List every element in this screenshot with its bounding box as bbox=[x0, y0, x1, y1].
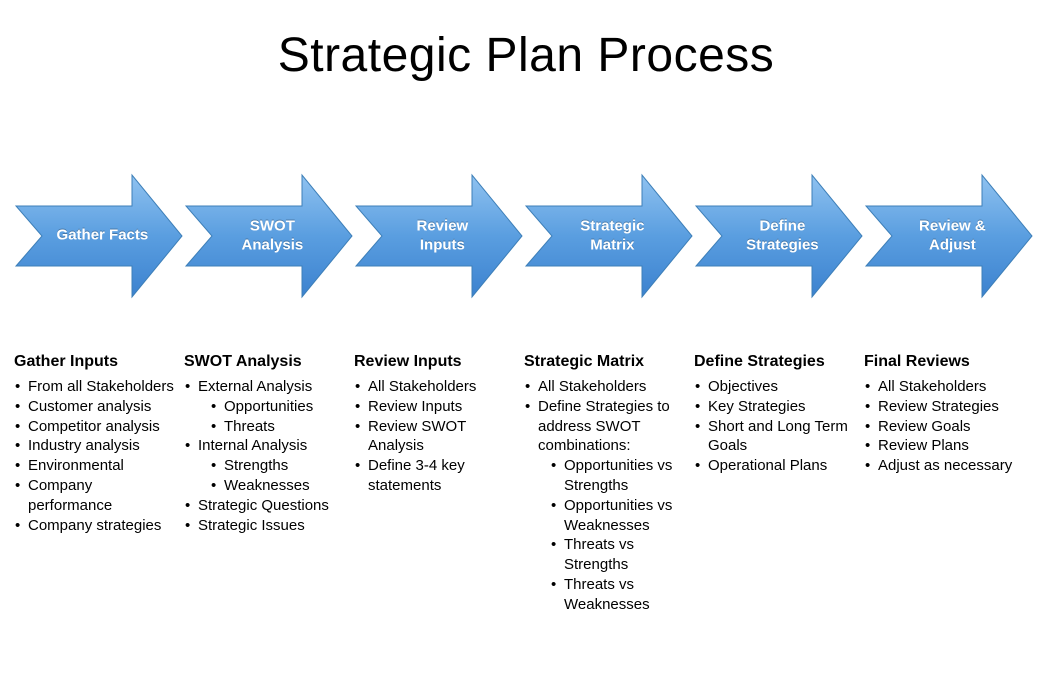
list-item: Strategic Questions bbox=[184, 496, 346, 516]
list-item: Internal Analysis StrengthsWeaknesses bbox=[184, 436, 346, 495]
arrow-label: Define Strategies bbox=[735, 217, 830, 255]
detail-column-4: Strategic Matrix All Stakeholders Define S… bbox=[524, 353, 694, 615]
list-item: Industry analysis bbox=[14, 436, 176, 456]
list-item-text: Internal Analysis bbox=[198, 437, 307, 454]
process-arrow-1: Gather Facts bbox=[14, 171, 184, 301]
list-item-text: Short and Long Term Goals bbox=[708, 418, 848, 455]
list-item-text: External Analysis bbox=[198, 378, 312, 395]
column-title: Gather Inputs bbox=[14, 353, 176, 371]
detail-column-1: Gather Inputs From all Stakeholders Custom… bbox=[14, 353, 184, 615]
bullet-list: All Stakeholders Review Inputs Review SWOT… bbox=[354, 377, 516, 496]
list-item: All Stakeholders bbox=[354, 377, 516, 397]
list-item-text: Review Strategies bbox=[878, 398, 999, 415]
list-item-text: Review Plans bbox=[878, 437, 969, 454]
list-item-text: Operational Plans bbox=[708, 457, 827, 474]
list-item-text: Review SWOT Analysis bbox=[368, 418, 466, 455]
bullet-list: Objectives Key Strategies Short and Long T… bbox=[694, 377, 856, 476]
detail-column-6: Final Reviews All Stakeholders Review Stra… bbox=[864, 353, 1034, 615]
list-item-text: Review Inputs bbox=[368, 398, 462, 415]
process-arrow-6: Review & Adjust bbox=[864, 171, 1034, 301]
list-item-text: Key Strategies bbox=[708, 398, 806, 415]
detail-column-3: Review Inputs All Stakeholders Review Inpu… bbox=[354, 353, 524, 615]
list-item-text: Environmental bbox=[28, 457, 124, 474]
list-item-text: Industry analysis bbox=[28, 437, 140, 454]
arrow-label: Gather Facts bbox=[55, 227, 150, 246]
list-item: Adjust as necessary bbox=[864, 456, 1026, 476]
list-item: Competitor analysis bbox=[14, 417, 176, 437]
list-item-text: Objectives bbox=[708, 378, 778, 395]
list-item-text: All Stakeholders bbox=[538, 378, 646, 395]
arrow-label: Strategic Matrix bbox=[565, 217, 660, 255]
list-item-text: Adjust as necessary bbox=[878, 457, 1012, 474]
list-item: Review Plans bbox=[864, 436, 1026, 456]
list-item: Define 3-4 key statements bbox=[354, 456, 516, 496]
sub-list: OpportunitiesThreats bbox=[198, 397, 346, 437]
sub-list: Opportunities vs StrengthsOpportunities … bbox=[538, 456, 686, 614]
list-item-text: All Stakeholders bbox=[368, 378, 476, 395]
bullet-list: From all Stakeholders Customer analysis Co… bbox=[14, 377, 176, 535]
list-item: Operational Plans bbox=[694, 456, 856, 476]
sub-list-item: Threats vs Weaknesses bbox=[538, 575, 686, 615]
process-arrow-5: Define Strategies bbox=[694, 171, 864, 301]
detail-column-5: Define Strategies Objectives Key Strategie… bbox=[694, 353, 864, 615]
column-title: Final Reviews bbox=[864, 353, 1026, 371]
list-item: All Stakeholders bbox=[524, 377, 686, 397]
list-item: Objectives bbox=[694, 377, 856, 397]
sub-list-item: Opportunities vs Strengths bbox=[538, 456, 686, 496]
page-title: Strategic Plan Process bbox=[0, 0, 1052, 83]
list-item-text: Company performance bbox=[28, 477, 112, 514]
arrow-label: Review & Adjust bbox=[905, 217, 1000, 255]
list-item: External Analysis OpportunitiesThreats bbox=[184, 377, 346, 436]
sub-list-item: Opportunities vs Weaknesses bbox=[538, 496, 686, 536]
process-arrow-3: Review Inputs bbox=[354, 171, 524, 301]
process-arrow-2: SWOT Analysis bbox=[184, 171, 354, 301]
list-item: Review Goals bbox=[864, 417, 1026, 437]
sub-list-item: Weaknesses bbox=[198, 476, 346, 496]
sub-list: StrengthsWeaknesses bbox=[198, 456, 346, 496]
sub-list-item: Opportunities bbox=[198, 397, 346, 417]
list-item: Review Strategies bbox=[864, 397, 1026, 417]
bullet-list: All Stakeholders Define Strategies to add… bbox=[524, 377, 686, 615]
list-item: From all Stakeholders bbox=[14, 377, 176, 397]
sub-list-item: Threats vs Strengths bbox=[538, 535, 686, 575]
list-item-text: Company strategies bbox=[28, 517, 161, 534]
arrows-row: Gather Facts SWOT Analysis Review Inputs St… bbox=[0, 171, 1052, 301]
list-item-text: Strategic Issues bbox=[198, 517, 305, 534]
list-item: All Stakeholders bbox=[864, 377, 1026, 397]
sub-list-item: Strengths bbox=[198, 456, 346, 476]
list-item-text: Review Goals bbox=[878, 418, 971, 435]
process-arrow-4: Strategic Matrix bbox=[524, 171, 694, 301]
list-item-text: Competitor analysis bbox=[28, 418, 160, 435]
bullet-list: All Stakeholders Review Strategies Review … bbox=[864, 377, 1026, 476]
list-item: Short and Long Term Goals bbox=[694, 417, 856, 457]
bullet-list: External Analysis OpportunitiesThreatsInt… bbox=[184, 377, 346, 535]
list-item-text: All Stakeholders bbox=[878, 378, 986, 395]
list-item-text: From all Stakeholders bbox=[28, 378, 174, 395]
list-item: Define Strategies to address SWOT combin… bbox=[524, 397, 686, 615]
arrow-label: SWOT Analysis bbox=[225, 217, 320, 255]
detail-column-2: SWOT Analysis External Analysis Opportunit… bbox=[184, 353, 354, 615]
list-item: Environmental bbox=[14, 456, 176, 476]
list-item-text: Define 3-4 key statements bbox=[368, 457, 465, 494]
list-item-text: Strategic Questions bbox=[198, 497, 329, 514]
sub-list-item: Threats bbox=[198, 417, 346, 437]
columns-row: Gather Inputs From all Stakeholders Custom… bbox=[0, 353, 1052, 615]
list-item: Company performance bbox=[14, 476, 176, 516]
arrow-label: Review Inputs bbox=[395, 217, 490, 255]
column-title: Review Inputs bbox=[354, 353, 516, 371]
column-title: Define Strategies bbox=[694, 353, 856, 371]
list-item: Review SWOT Analysis bbox=[354, 417, 516, 457]
list-item: Strategic Issues bbox=[184, 516, 346, 536]
list-item: Customer analysis bbox=[14, 397, 176, 417]
list-item-text: Define Strategies to address SWOT combin… bbox=[538, 398, 670, 455]
list-item-text: Customer analysis bbox=[28, 398, 151, 415]
column-title: SWOT Analysis bbox=[184, 353, 346, 371]
column-title: Strategic Matrix bbox=[524, 353, 686, 371]
list-item: Company strategies bbox=[14, 516, 176, 536]
list-item: Review Inputs bbox=[354, 397, 516, 417]
list-item: Key Strategies bbox=[694, 397, 856, 417]
